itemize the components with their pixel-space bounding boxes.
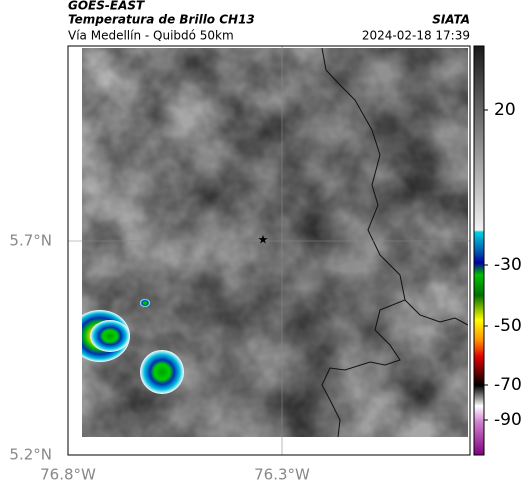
colorbar-label: -90: [494, 410, 522, 430]
colorbar-label: -30: [494, 255, 522, 275]
lon-label: 76.3°W: [254, 466, 310, 484]
colorbar-ticks: 20 -30 -50 -70 -90: [484, 100, 522, 430]
satellite-image: [82, 48, 468, 437]
source: SIATA: [432, 13, 470, 27]
colorbar-label: 20: [494, 100, 516, 120]
lat-label: 5.2°N: [9, 446, 52, 464]
datetime: 2024-02-18 17:39: [362, 29, 470, 43]
subtitle: Vía Medellín - Quibdó 50km: [68, 29, 234, 43]
colorbar-label: -50: [494, 316, 522, 336]
location-marker: ★: [258, 233, 269, 247]
colorbar: [473, 45, 485, 456]
agency: GOES-EAST: [68, 0, 145, 13]
map-frame: [67, 45, 471, 456]
colorbar-label: -70: [494, 375, 522, 395]
title: Temperatura de Brillo CH13: [68, 13, 255, 27]
lon-label: 76.8°W: [40, 466, 96, 484]
lat-label: 5.7°N: [9, 232, 52, 250]
